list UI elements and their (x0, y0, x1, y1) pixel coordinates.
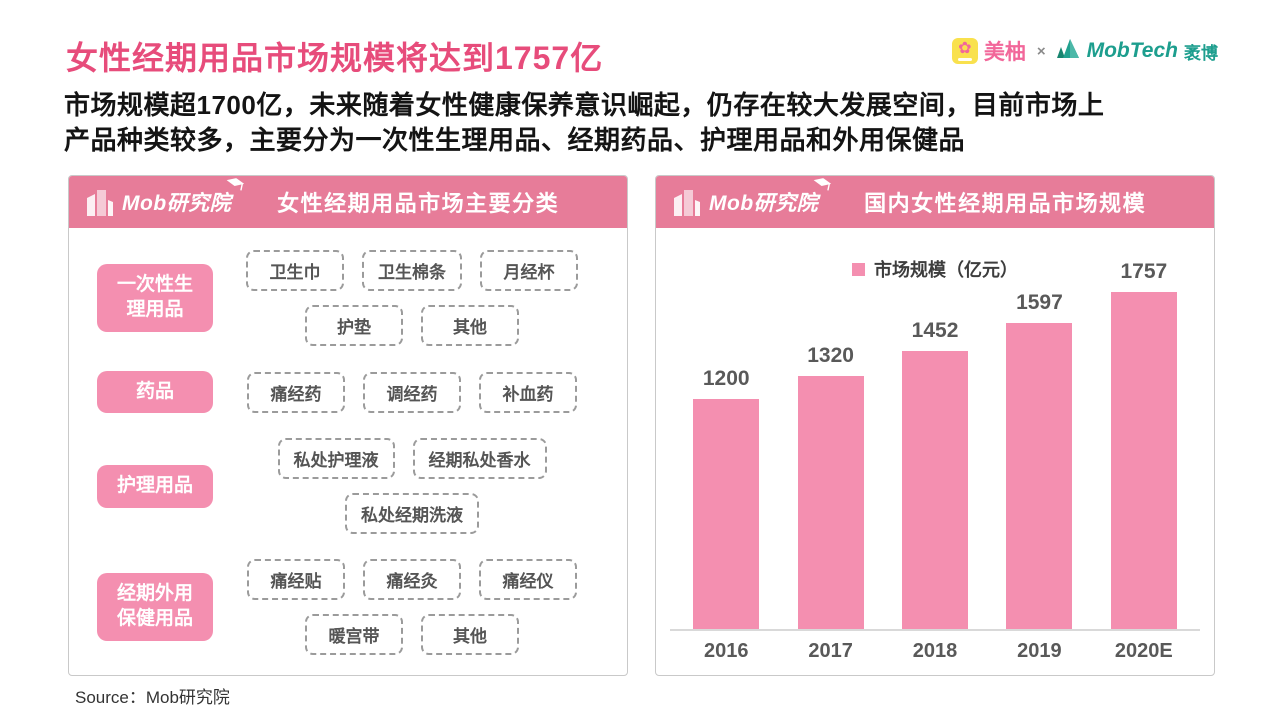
market-size-panel: Mob研究院 国内女性经期用品市场规模 市场规模（亿元） 1200 1320 145… (655, 175, 1215, 676)
category-items: 痛经贴 痛经灸 痛经仪 暖宫带 其他 (213, 558, 611, 655)
bar-value-label: 1200 (702, 367, 750, 390)
mob-logo-text: Mob研究院 (122, 192, 232, 215)
mobtech-mountain-icon (1056, 38, 1081, 64)
product-item: 私处护理液 (277, 438, 395, 480)
legend-swatch (852, 262, 865, 276)
category-row: 经期外用 保健用品 痛经贴 痛经灸 痛经仪 暖宫带 其他 (83, 558, 611, 655)
item-row: 私处经期洗液 (213, 493, 611, 535)
x-axis-label: 2020E (1114, 640, 1173, 662)
product-item: 暖宫带 (305, 613, 403, 655)
x-axis-label: 2019 (1017, 640, 1062, 662)
graduation-cap-icon (813, 178, 832, 191)
classification-panel-header: Mob研究院 女性经期用品市场主要分类 (69, 176, 627, 228)
category-pill-line: 经期外用 (116, 583, 193, 605)
chart-legend: 市场规模（亿元） (656, 256, 1214, 282)
category-row: 一次性生 理用品 卫生巾 卫生棉条 月经杯 护垫 其他 (83, 250, 611, 346)
product-item: 痛经贴 (247, 558, 345, 600)
x-axis-label: 2017 (808, 640, 853, 662)
category-pill-line: 护理用品 (116, 474, 193, 496)
graduation-cap-icon (226, 178, 245, 191)
classification-panel: Mob研究院 女性经期用品市场主要分类 一次性生 理用品 卫生巾 卫生棉条 月经杯 护垫其… (68, 175, 628, 676)
category-pill: 经期外用 保健用品 (97, 573, 213, 641)
flower-icon: ✿ (958, 40, 972, 57)
x-axis-labels: 2016 2017 2018 2019 2020E (674, 640, 1196, 663)
category-pill-line: 理用品 (126, 299, 184, 320)
bar-value-label: 1452 (911, 319, 959, 342)
category-items: 私处护理液 经期私处香水 私处经期洗液 (213, 438, 611, 535)
page-title: 女性经期用品市场规模将达到1757亿 (66, 40, 604, 76)
bar (693, 399, 760, 629)
bar (902, 351, 969, 629)
item-row: 私处护理液 经期私处香水 (213, 438, 611, 480)
x-axis-label: 2016 (703, 640, 749, 662)
product-item: 痛经仪 (479, 558, 577, 600)
category-row: 护理用品 私处护理液 经期私处香水 私处经期洗液 (83, 438, 611, 535)
bar (797, 376, 864, 629)
mob-logo-text: Mob研究院 (709, 192, 819, 215)
subtitle: 市场规模超1700亿，未来随着女性健康保养意识崛起，仍存在较大发展空间，目前市场… (64, 88, 1224, 158)
product-item: 月经杯 (480, 250, 578, 291)
bar-column: 1597 (987, 291, 1091, 629)
product-item: 其他 (421, 305, 519, 346)
bar-series: 1200 1320 1452 1597 1757 (674, 228, 1196, 629)
product-item: 痛经药 (247, 371, 345, 413)
product-item: 卫生棉条 (362, 250, 462, 291)
category-pill: 一次性生 理用品 (97, 264, 213, 332)
mobtech-logo-text: MobTech (1086, 39, 1178, 62)
x-axis-label: 2018 (912, 640, 958, 662)
subtitle-line-1: 市场规模超1700亿，未来随着女性健康保养意识崛起，仍存在较大发展空间，目前市场… (64, 90, 1105, 120)
bar (1006, 323, 1073, 629)
source-note: Source：Mob研究院 (75, 688, 230, 707)
bar-column: 1452 (883, 319, 987, 629)
product-item: 私处经期洗液 (345, 493, 479, 535)
mob-research-logo: Mob研究院 (85, 178, 245, 217)
product-item: 痛经灸 (363, 558, 461, 600)
product-item: 调经药 (363, 371, 461, 413)
item-row: 卫生巾 卫生棉条 月经杯 (213, 250, 611, 291)
chart-panel-header: Mob研究院 国内女性经期用品市场规模 (656, 176, 1214, 228)
category-pill: 护理用品 (97, 464, 213, 508)
item-row: 暖宫带 其他 (213, 613, 611, 655)
x-axis-line (670, 629, 1200, 631)
product-item: 护垫 (305, 305, 403, 346)
product-item: 经期私处香水 (412, 438, 547, 480)
bar-column: 1320 (778, 344, 882, 629)
item-row: 护垫 其他 (213, 305, 611, 346)
category-pill: 药品 (97, 370, 213, 414)
mobtech-logo-suffix: 袤博 (1184, 43, 1218, 63)
category-pill-line: 一次性生 (116, 274, 193, 296)
building-icon (87, 190, 113, 216)
category-list: 一次性生 理用品 卫生巾 卫生棉条 月经杯 护垫 其他 药品 痛经药 调经药 补血药 护理用品 私处护理… (69, 228, 627, 675)
mob-research-logo: Mob研究院 (672, 178, 832, 217)
building-icon (674, 190, 700, 216)
brand-separator: × (1036, 42, 1046, 60)
chart-panel-title: 国内女性经期用品市场规模 (864, 191, 1147, 216)
meiyou-app-icon: ✿ (951, 38, 978, 64)
meiyou-icon-strip (957, 58, 972, 61)
category-pill-line: 保健用品 (116, 607, 193, 629)
product-item: 其他 (421, 613, 519, 655)
category-items: 痛经药 调经药 补血药 (213, 371, 611, 413)
item-row: 痛经药 调经药 补血药 (213, 371, 611, 413)
bar-value-label: 1757 (1120, 260, 1168, 283)
category-pill-line: 药品 (135, 380, 174, 402)
category-row: 药品 痛经药 调经药 补血药 (83, 370, 611, 414)
item-row: 痛经贴 痛经灸 痛经仪 (213, 558, 611, 600)
bar (1110, 292, 1177, 629)
product-item: 补血药 (479, 371, 577, 413)
chart-area: 市场规模（亿元） 1200 1320 1452 1597 1757 2016 2017 20… (656, 228, 1214, 675)
classification-panel-title: 女性经期用品市场主要分类 (277, 191, 560, 216)
bar-value-label: 1320 (807, 344, 854, 367)
product-item: 卫生巾 (246, 250, 344, 291)
subtitle-line-2: 产品种类较多，主要分为一次性生理用品、经期药品、护理用品和外用保健品 (64, 125, 966, 156)
legend-label: 市场规模（亿元） (874, 260, 1018, 280)
bar-column: 1757 (1092, 260, 1196, 629)
bar-column: 1200 (674, 367, 778, 629)
bar-value-label: 1597 (1016, 291, 1063, 314)
category-items: 卫生巾 卫生棉条 月经杯 护垫 其他 (213, 250, 611, 346)
brand-logos: ✿ 美柚 × MobTech 袤博 (951, 36, 1218, 66)
meiyou-logo-text: 美柚 (983, 41, 1026, 64)
